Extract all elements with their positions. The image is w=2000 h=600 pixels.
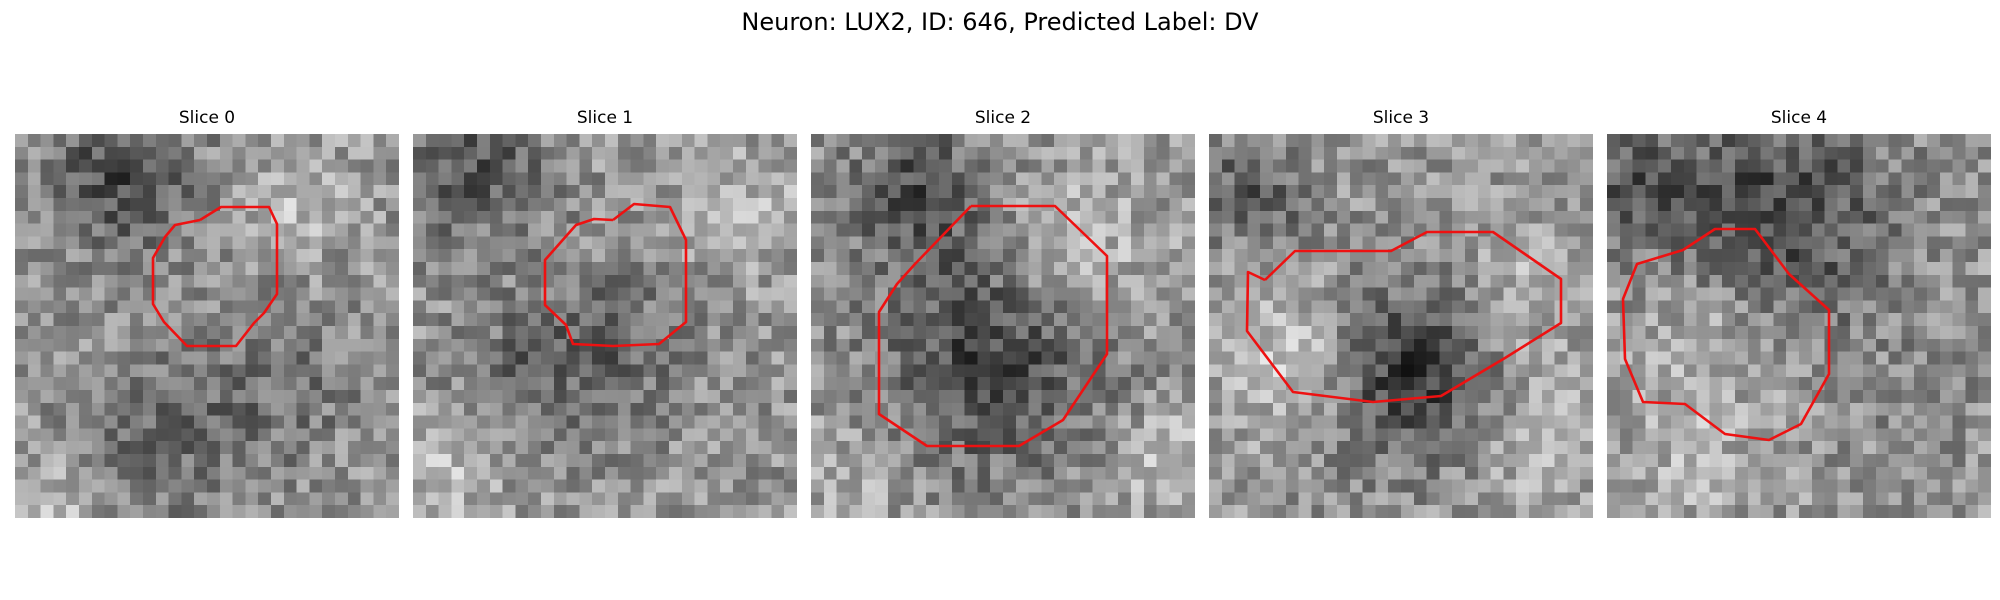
slice-3-image xyxy=(1209,134,1593,518)
slice-4-overlay xyxy=(1621,227,1831,442)
slice-0-title: Slice 0 xyxy=(178,108,236,128)
slice-1-overlay xyxy=(543,202,688,348)
slice-2-overlay xyxy=(877,204,1109,448)
slice-3-overlay xyxy=(1245,230,1563,404)
figure-title: Neuron: LUX2, ID: 646, Predicted Label: … xyxy=(741,8,1259,36)
slice-4-contour xyxy=(1621,227,1831,442)
slice-3-title: Slice 3 xyxy=(1372,108,1430,128)
slice-3-contour xyxy=(1245,230,1563,404)
slice-1-image xyxy=(413,134,797,518)
slice-1-title: Slice 1 xyxy=(576,108,634,128)
slice-4-image xyxy=(1607,134,1991,518)
slice-0-contour xyxy=(151,205,279,348)
slice-0-image xyxy=(15,134,399,518)
slice-4-title: Slice 4 xyxy=(1770,108,1828,128)
slice-2-image xyxy=(811,134,1195,518)
slice-1-contour xyxy=(543,202,688,348)
slice-2-contour xyxy=(877,204,1109,448)
slice-2-title: Slice 2 xyxy=(974,108,1032,128)
slice-0-overlay xyxy=(151,205,279,348)
